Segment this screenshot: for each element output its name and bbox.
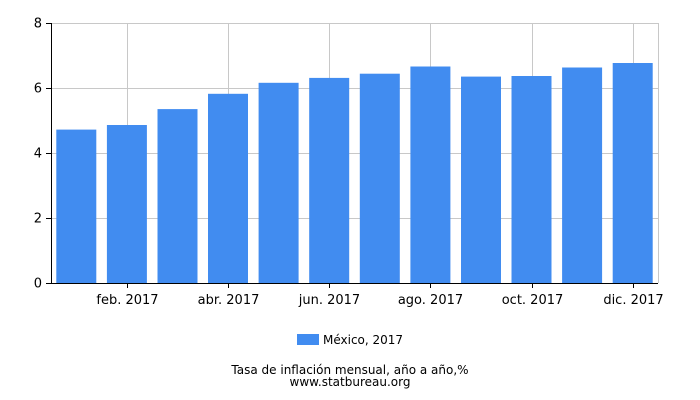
y-tick-label: 6 [34, 82, 42, 97]
bar-dic-2017 [612, 63, 653, 283]
bar-mar-2017 [157, 109, 198, 283]
bar-jun-2017 [309, 77, 350, 284]
bars [56, 63, 653, 284]
y-tick-label: 0 [34, 277, 42, 292]
bar-jul-2017 [359, 73, 400, 283]
x-tick-label: dic. 2017 [603, 293, 663, 308]
bar-nov-2017 [562, 67, 603, 283]
bar-may-2017 [258, 82, 299, 283]
axes: 0 2 4 6 8 feb. 2017 abr. 2017 jun. 2017 ago. 201… [34, 17, 664, 309]
x-tick-label: oct. 2017 [502, 293, 564, 308]
chart-subtitle: www.statbureau.org [289, 375, 411, 389]
bar-ago-2017 [410, 66, 451, 283]
x-tick-label: ago. 2017 [398, 293, 463, 308]
legend: México, 2017 [297, 333, 403, 347]
x-tick-label: jun. 2017 [298, 293, 360, 308]
x-tick-label: feb. 2017 [96, 293, 158, 308]
bar-ene-2017 [56, 129, 97, 283]
bar-oct-2017 [511, 76, 552, 283]
y-tick-label: 4 [34, 147, 42, 162]
y-tick-label: 8 [34, 17, 42, 32]
y-tick-label: 2 [34, 212, 42, 227]
bar-feb-2017 [106, 125, 147, 283]
bar-sep-2017 [461, 76, 501, 283]
bar-abr-2017 [208, 93, 248, 283]
x-tick-label: abr. 2017 [198, 293, 260, 308]
chart-title: Tasa de inflación mensual, año a año,% [231, 363, 469, 377]
legend-swatch [297, 334, 319, 345]
legend-label: México, 2017 [323, 333, 403, 347]
